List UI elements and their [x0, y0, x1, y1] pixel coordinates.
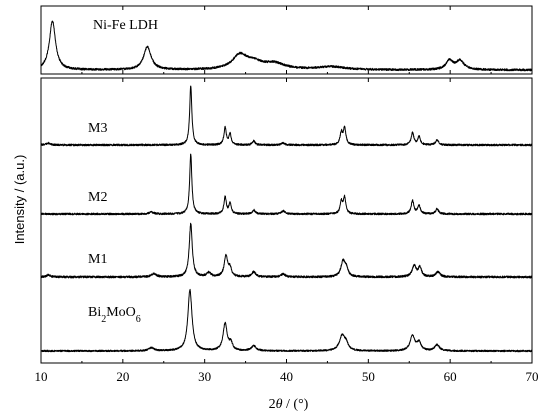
series-line-M1: [40, 222, 533, 279]
x-tick-label: 60: [444, 369, 457, 384]
x-tick-label: 50: [362, 369, 375, 384]
series-labels-group: Ni-Fe LDH M3 M2 M1 Bi2MoO6: [88, 18, 158, 325]
y-axis-title: Intensity / (a.u.): [12, 155, 27, 245]
axis-titles: 2θ / (°) Intensity / (a.u.): [12, 155, 309, 412]
panel-frame-top: [40, 5, 533, 75]
panels-group: [40, 5, 533, 364]
x-tick-label: 70: [526, 369, 539, 384]
x-axis: 10 20 30 40 50 60 70: [35, 369, 539, 384]
series-label-M1: M1: [88, 252, 107, 267]
series-line-Ni-Fe LDH: [40, 20, 533, 72]
panel-frame-bottom: [40, 77, 533, 364]
series-line-M2: [40, 153, 533, 216]
x-tick-label: 10: [35, 369, 48, 384]
x-tick-label: 30: [198, 369, 211, 384]
series-label-M3: M3: [88, 121, 107, 136]
curves-group: [40, 20, 533, 353]
x-tick-label: 20: [116, 369, 129, 384]
series-label-M2: M2: [88, 190, 107, 205]
series-label-Bi2MoO6: Bi2MoO6: [88, 305, 141, 325]
x-axis-title: 2θ / (°): [269, 397, 309, 412]
series-line-M3: [40, 85, 533, 147]
series-label-Ni-Fe LDH: Ni-Fe LDH: [93, 18, 158, 33]
x-tick-label: 40: [280, 369, 293, 384]
series-line-Bi2MoO6: [40, 288, 533, 353]
